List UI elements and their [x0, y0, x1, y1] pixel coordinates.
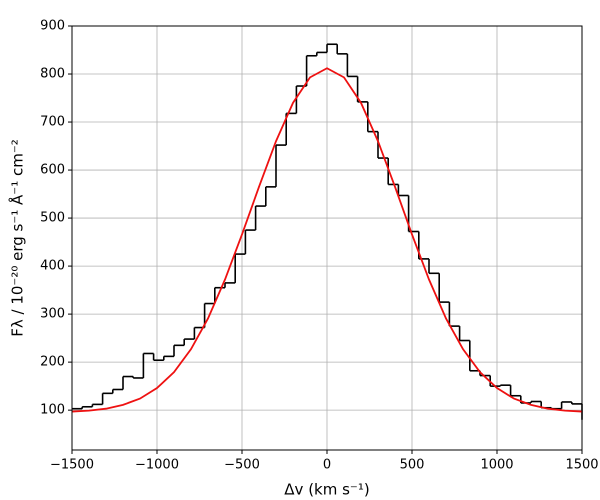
- y-axis-label: Fλ / 10⁻²⁰ erg s⁻¹ Å⁻¹ cm⁻²: [8, 139, 27, 337]
- x-tick-label: 500: [400, 458, 425, 473]
- x-tick-label: −1500: [50, 458, 94, 473]
- y-tick-label: 800: [40, 67, 65, 82]
- x-tick-label: 0: [323, 458, 331, 473]
- y-tick-label: 700: [40, 115, 65, 130]
- x-tick-label: −1000: [135, 458, 179, 473]
- y-tick-label: 600: [40, 163, 65, 178]
- x-tick-label: 1000: [480, 458, 513, 473]
- y-tick-label: 200: [40, 355, 65, 370]
- y-tick-label: 900: [40, 19, 65, 34]
- fit-line: [71, 67, 583, 413]
- x-tick-label: 1500: [565, 458, 598, 473]
- plot-frame: [71, 25, 583, 451]
- x-axis-label: Δv (km s⁻¹): [284, 481, 369, 499]
- y-tick-label: 300: [40, 307, 65, 322]
- y-tick-label: 500: [40, 211, 65, 226]
- y-tick-label: 100: [40, 403, 65, 418]
- y-tick-label: 400: [40, 259, 65, 274]
- x-tick-label: −500: [224, 458, 260, 473]
